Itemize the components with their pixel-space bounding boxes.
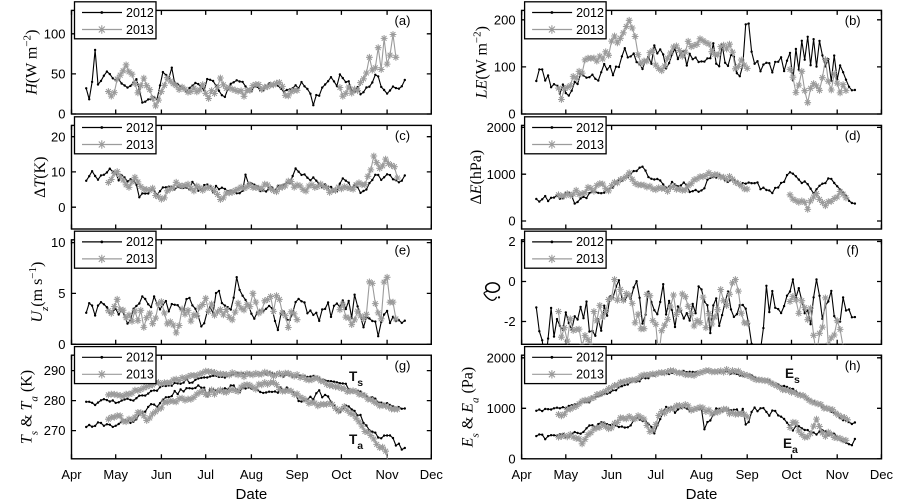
svg-text:0: 0: [508, 214, 515, 229]
svg-text:(h): (h): [845, 358, 861, 373]
svg-text:2013: 2013: [126, 368, 154, 382]
svg-text:270: 270: [44, 423, 66, 438]
svg-text:2012: 2012: [126, 235, 154, 249]
svg-text:Jul: Jul: [197, 467, 214, 482]
svg-text:May: May: [103, 467, 128, 482]
svg-text:2013: 2013: [126, 23, 154, 37]
svg-text:Date: Date: [686, 486, 718, 500]
svg-text:Oct: Oct: [331, 467, 352, 482]
svg-text:50: 50: [51, 67, 65, 82]
svg-text:2000: 2000: [487, 120, 516, 135]
svg-text:Jun: Jun: [151, 467, 172, 482]
svg-text:Apr: Apr: [511, 467, 532, 482]
svg-text:2013: 2013: [576, 368, 604, 382]
svg-text:2000: 2000: [487, 350, 516, 365]
svg-text:1000: 1000: [487, 401, 516, 416]
svg-text:Oct: Oct: [781, 467, 802, 482]
svg-text:Aug: Aug: [240, 467, 263, 482]
svg-text:2012: 2012: [576, 235, 604, 249]
svg-text:2012: 2012: [126, 6, 154, 20]
svg-text:0: 0: [508, 274, 515, 289]
svg-text:(f): (f): [847, 242, 859, 257]
svg-text:(g): (g): [395, 358, 411, 373]
svg-text:Nov: Nov: [826, 467, 850, 482]
svg-text:Dec: Dec: [870, 467, 894, 482]
svg-text:May: May: [554, 467, 579, 482]
svg-text:2012: 2012: [126, 121, 154, 135]
svg-text:280: 280: [44, 393, 66, 408]
svg-text:2012: 2012: [576, 121, 604, 135]
svg-text:(d): (d): [845, 128, 861, 143]
svg-text:290: 290: [44, 363, 66, 378]
svg-text:Jul: Jul: [647, 467, 664, 482]
svg-text:10: 10: [51, 165, 65, 180]
svg-text:Sep: Sep: [286, 467, 309, 482]
svg-text:200: 200: [494, 12, 516, 27]
svg-text:2: 2: [508, 234, 515, 249]
svg-text:100: 100: [494, 60, 516, 75]
svg-text:Ts & Ta (K): Ts & Ta (K): [19, 370, 41, 444]
svg-text:Apr: Apr: [61, 467, 82, 482]
svg-text:10: 10: [51, 235, 65, 250]
svg-text:ΔT(K): ΔT(K): [32, 156, 49, 197]
svg-text:Aug: Aug: [690, 467, 713, 482]
svg-text:0: 0: [58, 200, 65, 215]
svg-text:-2: -2: [504, 314, 516, 329]
svg-text:(e): (e): [395, 242, 411, 257]
svg-text:2013: 2013: [126, 138, 154, 152]
svg-text:2013: 2013: [126, 252, 154, 266]
svg-text:LE(W m−2): LE(W m−2): [472, 26, 491, 99]
svg-text:20: 20: [51, 129, 65, 144]
svg-text:(a): (a): [395, 13, 411, 28]
svg-text:0: 0: [508, 107, 515, 122]
svg-text:Dec: Dec: [420, 467, 444, 482]
svg-text:2012: 2012: [576, 351, 604, 365]
svg-text:0: 0: [58, 107, 65, 122]
svg-text:Sep: Sep: [736, 467, 759, 482]
svg-text:0: 0: [508, 451, 515, 466]
svg-text:Date: Date: [236, 486, 268, 500]
svg-text:(b): (b): [845, 13, 861, 28]
svg-text:2013: 2013: [576, 252, 604, 266]
svg-text:100: 100: [44, 26, 66, 41]
svg-text:2012: 2012: [126, 351, 154, 365]
svg-text:5: 5: [58, 286, 65, 301]
svg-text:2013: 2013: [576, 138, 604, 152]
svg-text:ΔE(hPa): ΔE(hPa): [468, 150, 485, 205]
svg-text:1000: 1000: [487, 167, 516, 182]
svg-text:(c): (c): [395, 128, 410, 143]
svg-text:Jun: Jun: [601, 467, 622, 482]
svg-text:Nov: Nov: [376, 467, 400, 482]
svg-text:Es & Ea (Pa): Es & Ea (Pa): [460, 367, 482, 448]
svg-text:0: 0: [58, 337, 65, 352]
svg-text:2012: 2012: [576, 6, 604, 20]
svg-text:2013: 2013: [576, 23, 604, 37]
